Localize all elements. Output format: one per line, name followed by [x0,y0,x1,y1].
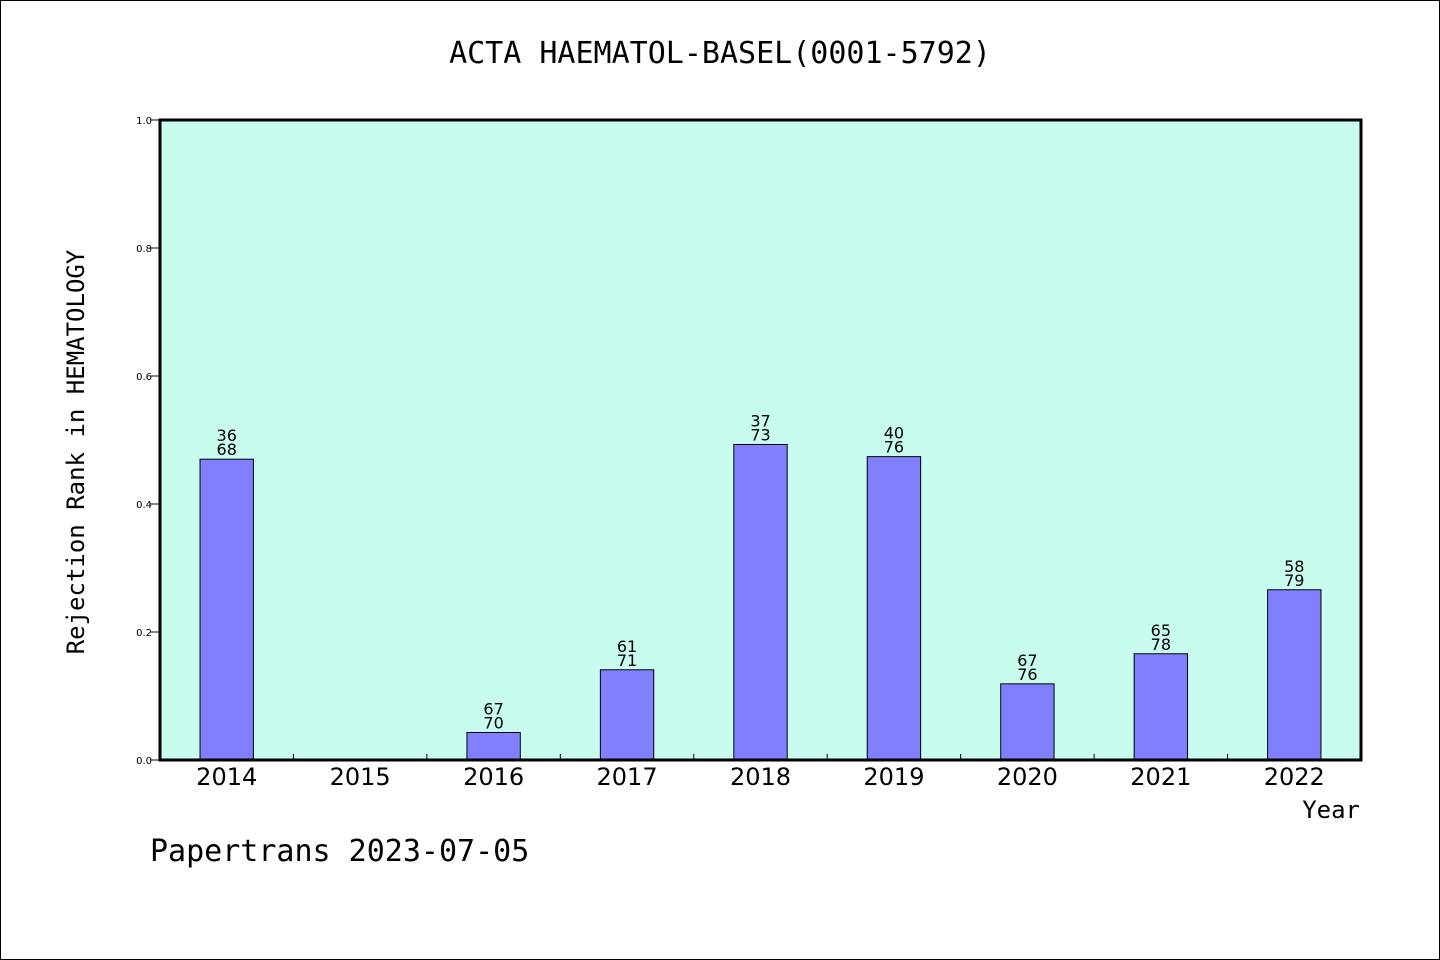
bar-label-top: 65 [1151,621,1171,640]
bar-label-top: 40 [884,424,904,443]
chart-title: ACTA HAEMATOL-BASEL(0001-5792) [449,36,991,71]
bar-label-bottom: 76 [884,438,904,457]
bar-label-top: 61 [617,637,637,656]
bar [733,443,788,761]
y-tick-label: 0.2 [136,628,152,639]
bar [599,669,655,761]
x-tick-label: 2021 [1130,763,1191,791]
y-tick-label: 0.4 [136,500,152,511]
bar-label-top: 67 [1017,651,1037,670]
x-axis-label: Year [1302,796,1360,824]
x-tick-label: 2019 [863,763,924,791]
plot-border [158,118,1363,762]
x-tick-label: 2017 [597,763,658,791]
bar [1267,589,1322,761]
bar-label-bottom: 70 [483,713,503,732]
bar-label-top: 58 [1284,557,1304,576]
y-tick-label: 1.0 [136,116,152,127]
bar [466,731,521,761]
bar [866,456,922,761]
bar [1000,683,1055,761]
bar-label-bottom: 79 [1284,571,1304,590]
bar-label-top: 37 [750,411,770,430]
y-tick-label: 0.8 [136,244,152,255]
x-tick-label: 2016 [463,763,524,791]
bar [199,458,254,761]
footer-credit: Papertrans 2023-07-05 [150,834,530,869]
bar-label-top: 67 [483,699,503,718]
bar [1133,653,1189,761]
x-tick-label: 2015 [330,763,391,791]
x-tick-label: 2022 [1264,763,1325,791]
y-tick-label: 0.0 [136,756,152,767]
x-tick-label: 2014 [196,763,257,791]
bar-label-bottom: 71 [617,651,637,670]
bar-label-bottom: 73 [750,425,770,444]
bar-label-bottom: 78 [1151,635,1171,654]
x-tick-label: 2020 [997,763,1058,791]
bar-label-bottom: 68 [217,440,237,459]
y-tick-label: 0.6 [136,372,152,383]
x-tick-label: 2018 [730,763,791,791]
bar-label-top: 36 [217,426,237,445]
bar-label-bottom: 76 [1017,665,1037,684]
